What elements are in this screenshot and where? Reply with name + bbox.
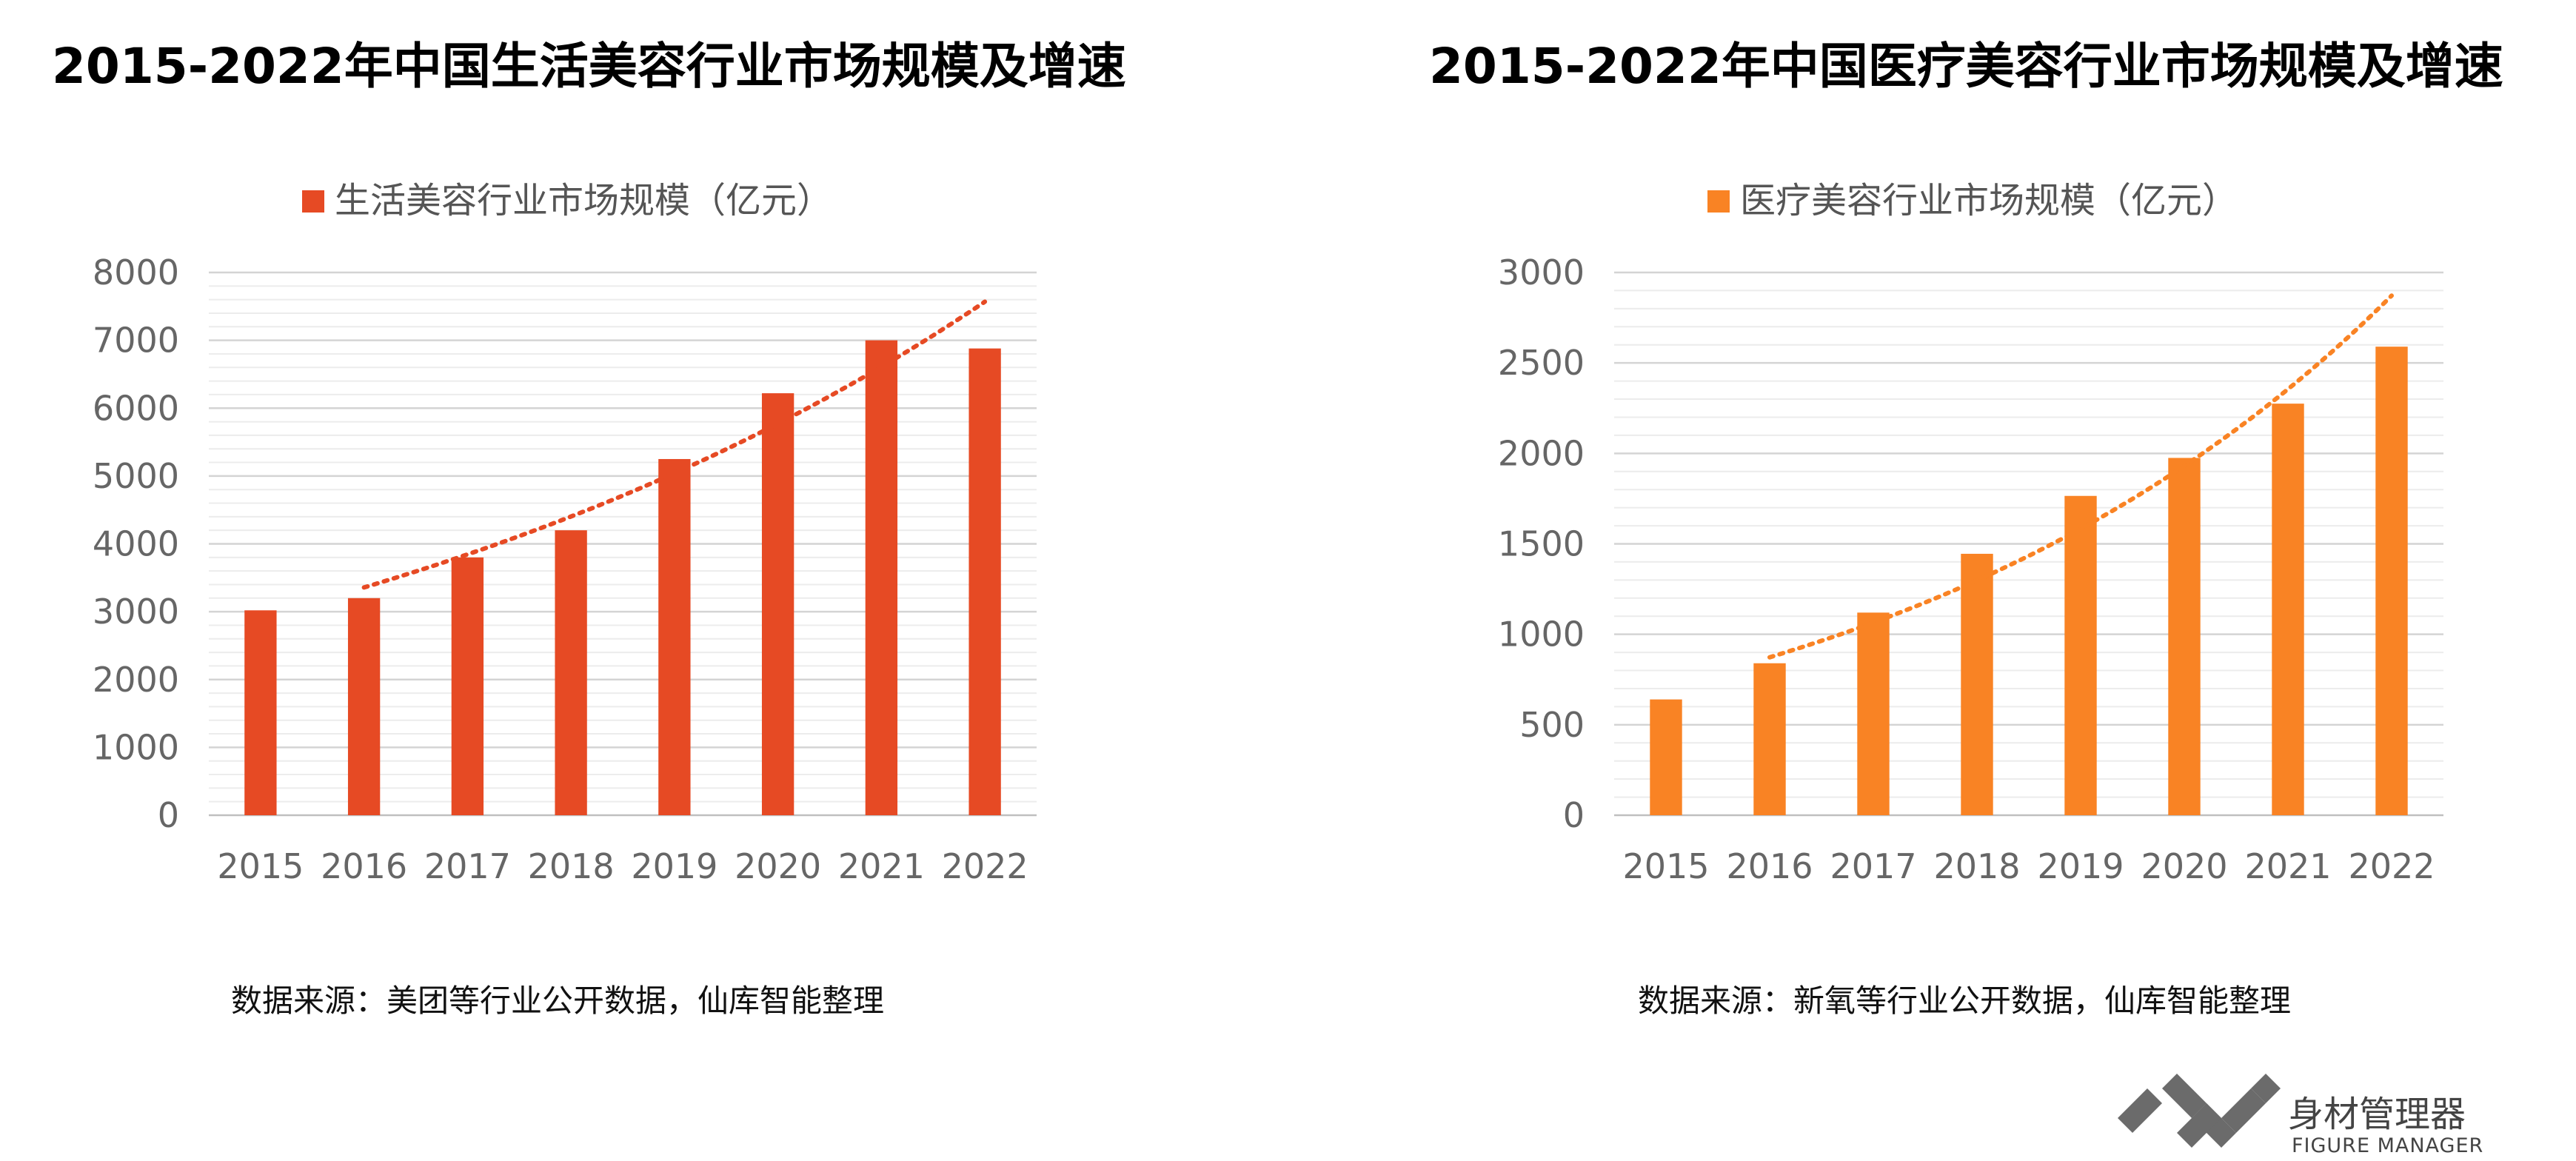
bar-2016: [1753, 663, 1786, 815]
bar-2021: [2272, 404, 2304, 815]
chart-title-medical-beauty: 2015-2022年中国医疗美容行业市场规模及增速: [1429, 38, 2503, 95]
y-tick-label: 1000: [1498, 615, 1585, 655]
x-tick-label: 2018: [1933, 846, 2020, 886]
y-tick-label: 3000: [93, 592, 179, 632]
y-tick-label: 500: [1519, 705, 1585, 745]
y-tick-label: 2000: [93, 660, 179, 700]
y-tick-label: 0: [158, 795, 179, 835]
y-tick-label: 1500: [1498, 524, 1585, 564]
bar-2016: [347, 598, 381, 815]
x-tick-label: 2016: [321, 846, 407, 886]
bar-2020: [761, 393, 794, 815]
logo-text-en: FIGURE MANAGER: [2292, 1134, 2484, 1157]
bar-2022: [2375, 347, 2408, 816]
trendline: [1767, 293, 2394, 660]
y-tick-label: 8000: [93, 252, 179, 292]
chart-lifestyle-beauty: 0 1000 2000 3000 4000 5000 6000 7000 8000 2015 201…: [93, 180, 1037, 886]
y-tick-label: 6000: [93, 388, 179, 428]
x-tick-label: 2018: [528, 846, 615, 886]
legend-swatch: [302, 190, 324, 213]
x-tick-label: 2015: [217, 846, 304, 886]
data-source-lifestyle: 数据来源：美团等行业公开数据，仙库智能整理: [231, 983, 885, 1019]
bar-2022: [968, 348, 1001, 815]
chart-medical-beauty: 0 500 1000 1500 2000 2500 3000 2015 2016 2017 2018…: [1498, 180, 2443, 886]
bar-2015: [1650, 699, 1682, 815]
x-tick-label: 2021: [838, 846, 925, 886]
x-tick-label: 2022: [942, 846, 1028, 886]
y-tick-label: 4000: [93, 524, 179, 564]
x-tick-label: 2016: [1726, 846, 1813, 886]
x-tick-label: 2019: [631, 846, 717, 886]
y-tick-label: 1000: [93, 727, 179, 767]
y-tick-label: 0: [1563, 795, 1585, 835]
x-tick-label: 2020: [735, 846, 821, 886]
y-tick-label: 2000: [1498, 433, 1585, 473]
data-source-medical: 数据来源：新氧等行业公开数据，仙库智能整理: [1638, 983, 2292, 1019]
legend-swatch: [1707, 190, 1730, 213]
bar-2020: [2168, 458, 2201, 815]
bar-2018: [1961, 553, 1993, 815]
logo-text-cn: 身材管理器: [2288, 1094, 2466, 1135]
x-tick-label: 2021: [2244, 846, 2331, 886]
x-tick-label: 2017: [1830, 846, 1916, 886]
figure-manager-logo-icon: [2118, 1074, 2281, 1148]
chart-title-lifestyle-beauty: 2015-2022年中国生活美容行业市场规模及增速: [52, 38, 1126, 95]
bar-2015: [244, 610, 277, 815]
y-tick-label: 7000: [93, 321, 179, 361]
trendline: [361, 299, 988, 590]
legend-label: 医疗美容行业市场规模（亿元）: [1740, 180, 2238, 221]
bar-2019: [658, 458, 691, 815]
x-tick-label: 2017: [424, 846, 511, 886]
x-tick-label: 2022: [2348, 846, 2435, 886]
bar-2021: [865, 340, 898, 815]
bar-2018: [555, 530, 587, 815]
y-tick-label: 3000: [1498, 252, 1585, 292]
y-tick-label: 5000: [93, 456, 179, 496]
bar-2017: [451, 557, 484, 815]
bar-2017: [1857, 612, 1890, 815]
bar-2019: [2064, 495, 2097, 815]
x-tick-label: 2015: [1622, 846, 1709, 886]
x-tick-label: 2020: [2141, 846, 2227, 886]
legend-label: 生活美容行业市场规模（亿元）: [335, 180, 832, 221]
y-tick-label: 2500: [1498, 343, 1585, 383]
x-tick-label: 2019: [2037, 846, 2124, 886]
